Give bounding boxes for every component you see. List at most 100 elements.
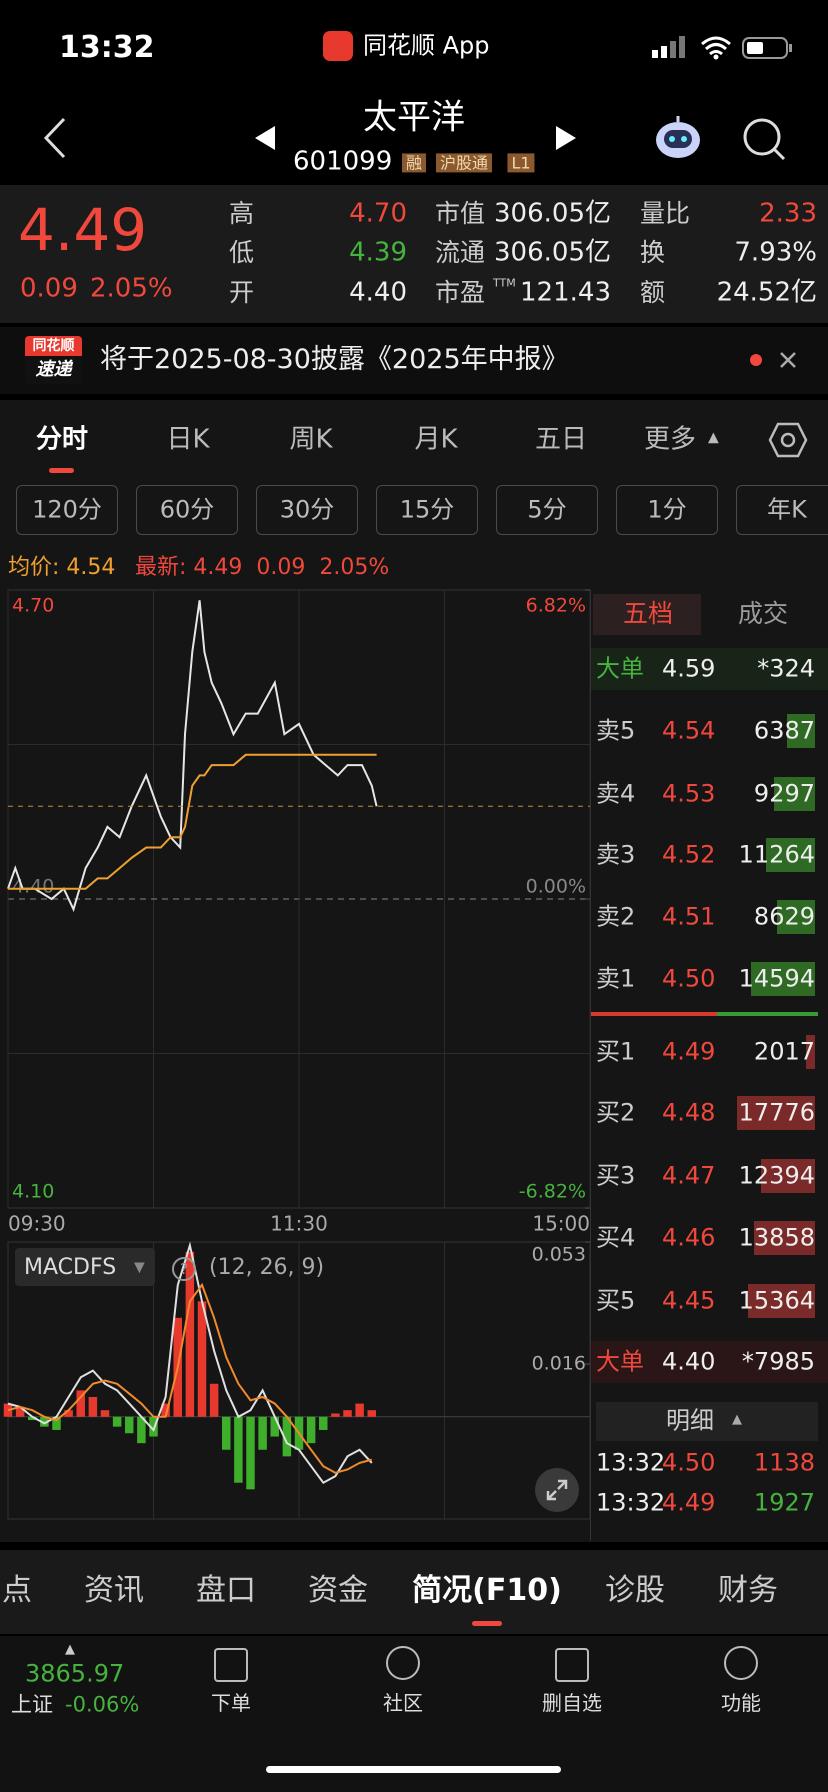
settings-button[interactable] [768,420,808,460]
avg-value: 4.54 [66,554,116,580]
indicator-params: (12, 26, 9) [209,1254,325,1280]
info-tab[interactable]: 点 [2,1573,32,1608]
book-label: 大单 [596,1347,644,1376]
stat-value: 121.43 [520,277,611,308]
search-button[interactable] [740,115,788,163]
nav-label[interactable]: 删自选 [542,1691,602,1715]
depth-bar [806,1035,815,1069]
nav-icon[interactable] [386,1646,420,1680]
next-stock[interactable] [554,125,578,151]
info-tab[interactable]: 盘口 [196,1573,256,1608]
period-button[interactable] [496,485,598,535]
depth-bar [747,1284,815,1318]
book-price: 4.46 [662,1223,716,1252]
detail-arrow: ▲ [732,1412,742,1428]
expand-button[interactable] [534,1467,580,1513]
x-tick-label: 15:00 [532,1212,590,1236]
nav-icon[interactable] [724,1646,758,1680]
book-price: 4.47 [662,1161,716,1190]
book-volume: 11264 [738,840,815,869]
stock-code: 601099 [293,146,393,177]
trade-volume: 1138 [753,1448,815,1477]
book-volume: 9297 [753,779,815,808]
trade-price: 4.50 [662,1448,716,1477]
index-arrow: ▲ [65,1642,75,1658]
close-banner[interactable] [778,350,798,370]
book-volume: 13858 [738,1223,815,1252]
macd-bar [28,1416,37,1421]
book-volume: 6387 [753,716,815,745]
banner-panel [0,327,828,394]
book-divider [590,590,591,1541]
detail-title: 明细 [666,1406,714,1435]
macd-bar [52,1416,61,1430]
macd-bar [100,1410,110,1417]
period-label: 5分 [527,495,567,524]
chart-tab[interactable]: 日K [166,424,210,455]
dif-line [7,1241,373,1484]
stat-value: 2.33 [759,198,817,229]
book-volume: 14594 [738,964,815,993]
book-price: 4.59 [662,654,716,683]
book-price: 4.52 [662,840,716,869]
info-tab[interactable]: 财务 [718,1573,778,1608]
y-tick-label: 4.70 [12,595,54,617]
depth-bar [754,1221,815,1255]
book-label: 卖3 [596,840,636,869]
help-icon[interactable]: ? [172,1257,196,1281]
status-time: 13:32 [59,30,155,65]
info-tab[interactable]: 资金 [308,1573,368,1608]
period-button[interactable] [736,485,828,535]
chart-tab[interactable]: 更多 [643,424,697,455]
period-button[interactable] [16,485,118,535]
macd-bar [15,1406,25,1417]
chart-tab[interactable]: 周K [289,424,333,455]
stat-label: 市值 [435,199,486,228]
last-price: 4.49 [18,196,148,265]
macd-bar [222,1416,231,1450]
period-label: 120分 [32,495,102,524]
book-label: 卖4 [596,779,636,808]
y2-tick-label: -6.82% [519,1181,586,1203]
book-tab[interactable]: 五档 [622,599,674,628]
index-value[interactable]: 3865.97 [25,1659,125,1688]
chart-tab[interactable]: 月K [414,424,458,455]
macd-bar [185,1251,195,1417]
nav-label[interactable]: 功能 [721,1691,761,1715]
chart-tab[interactable]: 分时 [35,424,89,455]
period-button[interactable] [136,485,238,535]
nav-label[interactable]: 下单 [211,1691,251,1715]
badge: L1 [507,153,535,173]
banner-text[interactable]: 将于2025-08-30披露《2025年中报》 [100,343,569,375]
period-button[interactable] [376,485,478,535]
indicator-selector[interactable] [15,1248,155,1286]
info-tab[interactable]: 资讯 [84,1573,144,1608]
period-button[interactable] [256,485,358,535]
banner-logo: 同花顺 速递 [25,336,82,384]
book-tab[interactable]: 成交 [737,599,789,628]
macd-bar [112,1416,122,1427]
avg-label: 均价: [8,554,60,580]
book-tab-active[interactable] [593,594,701,635]
nav-icon[interactable] [214,1648,248,1682]
assistant-button[interactable] [652,114,704,162]
last-info: 最新: 4.49 0.09 2.05% [135,555,389,581]
book-price: 4.45 [662,1286,716,1315]
chart-tab[interactable]: 五日 [534,424,588,455]
info-tab[interactable]: 简况(F10) [412,1573,562,1608]
y2-tick-label: 6.82% [526,595,586,617]
nav-label[interactable]: 社区 [383,1691,423,1715]
depth-bar [765,838,815,872]
info-tab[interactable]: 诊股 [605,1573,665,1608]
macd-bar [64,1410,73,1417]
period-label: 15分 [399,495,455,524]
book-volume: 8629 [753,902,815,931]
macd-bar [282,1416,292,1457]
y-tick-label: 4.10 [12,1181,54,1203]
period-button[interactable] [616,485,718,535]
nav-icon[interactable] [555,1648,589,1682]
back-button[interactable] [40,117,70,159]
book-volume: *7985 [741,1347,815,1376]
detail-header[interactable] [596,1402,818,1441]
prev-stock[interactable] [253,125,277,151]
